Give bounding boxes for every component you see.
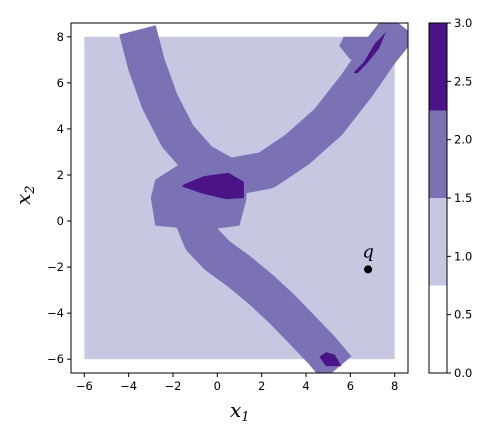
y-axis-label: x2	[11, 185, 38, 205]
y-tick-label: −2	[47, 260, 64, 274]
x-tick-label: 0	[214, 379, 221, 393]
x-tick-label: −6	[76, 379, 93, 393]
y-tick-label: −6	[47, 352, 64, 366]
mid-level-top-right	[339, 36, 380, 60]
level-regions-high	[181, 32, 386, 367]
colorbar-bands	[429, 23, 447, 373]
high-level-island-center	[181, 172, 244, 200]
x-tick-label: 2	[258, 379, 265, 393]
colorbar-tick-label: 2.0	[454, 133, 472, 147]
colorbar-tick-label: 3.0	[454, 16, 472, 30]
plot-frame	[70, 22, 409, 374]
y-tick-label: 6	[57, 76, 64, 90]
x-tick-label: −2	[165, 379, 182, 393]
level-regions-mid	[119, 23, 408, 373]
colorbar-tick-label: 2.5	[454, 74, 472, 88]
annotation-q: q	[362, 241, 374, 274]
colorbar-ticks: 0.0 0.5 1.0 1.5 2.0 2.5 3.0	[447, 16, 472, 380]
colorbar-band	[429, 198, 447, 286]
high-level-island-bottom	[319, 352, 342, 367]
x-axis-label: x1	[230, 398, 250, 425]
x-tick-label: 4	[302, 379, 309, 393]
colorbar-tick-label: 0.0	[454, 366, 472, 380]
colorbar: 0.0 0.5 1.0 1.5 2.0 2.5 3.0	[428, 16, 472, 380]
x-axis-ticks: −6 −4 −2 0 2 4 6 8	[76, 373, 398, 393]
plot-area	[84, 23, 408, 373]
x-tick-label: 6	[347, 379, 354, 393]
y-tick-label: 2	[57, 168, 64, 182]
colorbar-tick-label: 0.5	[454, 308, 472, 322]
y-tick-label: 8	[57, 30, 64, 44]
annotation-point	[364, 265, 373, 274]
y-axis-ticks: −6 −4 −2 0 2 4 6 8	[47, 30, 71, 366]
colorbar-tick-label: 1.0	[454, 249, 472, 263]
x-tick-label: 8	[391, 379, 398, 393]
annotation-label: q	[362, 241, 374, 262]
x-tick-label: −4	[120, 379, 137, 393]
y-tick-label: −4	[47, 306, 64, 320]
colorbar-band	[429, 285, 447, 373]
colorbar-tick-label: 1.5	[454, 191, 472, 205]
high-level-island-top-right	[353, 32, 386, 74]
colorbar-band	[429, 23, 447, 111]
y-tick-label: 4	[57, 122, 64, 136]
y-tick-label: 0	[57, 214, 64, 228]
colorbar-band	[429, 110, 447, 198]
